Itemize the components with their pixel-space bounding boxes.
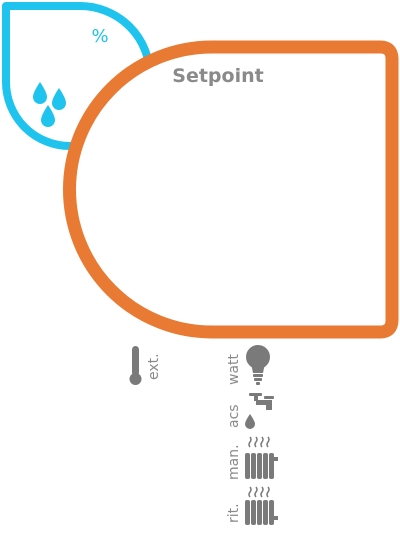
setpoint-title: Setpoint	[172, 65, 263, 87]
indicator-watt-label: watt	[226, 353, 242, 385]
indicator-man-label: man.	[226, 444, 242, 480]
heat-waves	[248, 436, 270, 448]
water-tap-icon	[245, 393, 274, 429]
thermometer-icon	[129, 346, 142, 385]
light-bulb-icon	[246, 345, 270, 385]
indicator-rit-label: rit.	[226, 503, 242, 523]
radiator-fins	[245, 453, 278, 479]
setpoint-panel-outline	[63, 40, 399, 339]
indicator-acs-label: acs	[226, 404, 242, 428]
heat-waves	[248, 486, 270, 498]
radiator-fins	[245, 500, 278, 525]
radiator-flow-icon	[245, 436, 278, 479]
water-drops-icon	[33, 82, 66, 127]
setpoint-panel[interactable]: Setpoint	[63, 40, 399, 339]
indicator-rit: rit.	[226, 486, 278, 525]
radiator-return-icon	[245, 486, 278, 525]
indicator-man: man.	[226, 436, 278, 480]
humidity-unit-label: %	[91, 26, 108, 47]
indicator-acs: acs	[226, 393, 274, 429]
indicator-watt: watt	[226, 345, 270, 385]
indicator-ext-label: ext.	[146, 353, 162, 380]
indicator-ext: ext.	[129, 346, 162, 385]
